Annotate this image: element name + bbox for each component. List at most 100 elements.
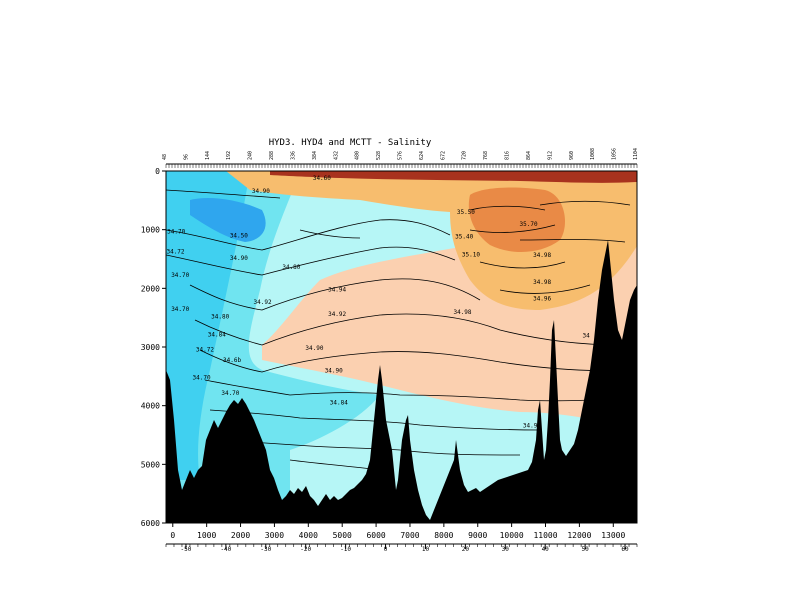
station-tick-label: 144 — [205, 151, 211, 160]
contour-label: 34.98 — [533, 252, 551, 259]
contour-label: 34.70 — [167, 228, 185, 235]
station-tick-label: 720 — [462, 151, 468, 160]
contour-label: 34.70 — [193, 375, 211, 382]
distance-tick-label: 3000 — [265, 531, 284, 540]
contour-label: 34.84 — [330, 400, 348, 407]
station-tick-label: 912 — [547, 151, 553, 160]
station-tick-label: 672 — [440, 151, 446, 160]
contour-label: 35.50 — [457, 209, 475, 216]
latitude-tick-label: 40 — [542, 546, 550, 553]
contour-label: 34.70 — [171, 306, 189, 313]
contour-label: 34.90 — [523, 423, 541, 430]
contour-label: 35.40 — [455, 234, 473, 241]
latitude-tick-label: 10 — [422, 546, 430, 553]
depth-tick-label: 5000 — [141, 460, 160, 469]
depth-tick-label: 0 — [155, 167, 160, 176]
contour-label: 34.90 — [325, 367, 343, 374]
station-tick-label: 1104 — [633, 148, 639, 160]
depth-tick-label: 2000 — [141, 284, 160, 293]
depth-tick-label: 3000 — [141, 343, 160, 352]
distance-tick-label: 11000 — [533, 531, 557, 540]
station-tick-label: 768 — [483, 151, 489, 160]
distance-tick-label: 12000 — [567, 531, 591, 540]
contour-labels: 34.60 34.90 34.70 34.50 34.72 34.90 34.80 34.70… — [166, 175, 590, 430]
distance-tick-label: 4000 — [299, 531, 318, 540]
station-tick-label: 384 — [312, 151, 318, 160]
contour-lines — [166, 189, 631, 471]
latitude-tick-label: -30 — [260, 546, 271, 553]
latitude-tick-label: 50 — [581, 546, 589, 553]
station-tick-label: 336 — [290, 151, 296, 160]
plot-area — [166, 171, 637, 523]
depth-axis: 0 1000 2000 3000 4000 5000 6000 — [141, 167, 166, 528]
distance-tick-label: 7000 — [400, 531, 419, 540]
depth-tick-label: 1000 — [141, 226, 160, 235]
station-axis: 48 96 144 192 240 288 336 384 432 480 528 576 624 672… — [162, 148, 639, 168]
station-tick-label: 960 — [569, 151, 575, 160]
contour-label: 34.98 — [533, 279, 551, 286]
depth-tick-label: 6000 — [141, 519, 160, 528]
distance-tick-label: 9000 — [468, 531, 487, 540]
contour-label: 34.80 — [211, 313, 229, 320]
distance-tick-label: 13000 — [601, 531, 625, 540]
latitude-tick-label: 30 — [502, 546, 510, 553]
distance-tick-label: 10000 — [500, 531, 524, 540]
chart-title: HYD3. HYD4 and MCTT - Salinity — [269, 138, 432, 148]
station-tick-label: 528 — [376, 151, 382, 160]
depth-tick-label: 4000 — [141, 402, 160, 411]
distance-tick-label: 2000 — [231, 531, 250, 540]
distance-tick-label: 8000 — [434, 531, 453, 540]
station-tick-label: 432 — [333, 151, 339, 160]
distance-tick-label: 5000 — [333, 531, 352, 540]
contour-label: 34.6b — [223, 357, 241, 364]
contour-label: 34.70 — [221, 390, 239, 397]
station-tick-label: 624 — [419, 151, 425, 160]
station-tick-label: 192 — [226, 151, 232, 160]
latitude-tick-label: -40 — [220, 546, 231, 553]
contour-label: 34.92 — [328, 311, 346, 318]
contour-label: 34 — [583, 332, 591, 339]
fill-band-below-34-60 — [190, 198, 266, 242]
contour-label: 34.80 — [282, 264, 300, 271]
distance-tick-label: 6000 — [366, 531, 385, 540]
station-tick-label: 288 — [269, 151, 275, 160]
contour-label: 35.10 — [462, 251, 480, 258]
contour-label: 34.72 — [196, 346, 214, 353]
latitude-tick-label: 60 — [621, 546, 629, 553]
station-tick-label: 816 — [505, 151, 511, 160]
fill-band-above-36-00 — [270, 171, 637, 183]
latitude-tick-label: 20 — [462, 546, 470, 553]
contour-label: 34.70 — [171, 272, 189, 279]
contour-label: 34.50 — [230, 233, 248, 240]
latitude-tick-label: 0 — [384, 546, 388, 553]
latitude-axis: -50 -40 -30 -20 -10 0 10 20 30 40 50 60 — [165, 543, 638, 553]
distance-tick-label: 0 — [170, 531, 175, 540]
distance-tick-label: 1000 — [197, 531, 216, 540]
contour-label: 34.96 — [533, 295, 551, 302]
station-tick-label: 96 — [183, 154, 189, 160]
fill-band-35-50-36-00 — [468, 187, 565, 252]
latitude-tick-label: -20 — [300, 546, 311, 553]
station-tick-label: 240 — [248, 151, 254, 160]
fill-band-34-60-34-70 — [166, 171, 250, 480]
distance-axis: 0 1000 2000 3000 4000 5000 6000 7000 8000 9000 100… — [166, 522, 637, 540]
station-tick-label: 864 — [526, 151, 532, 160]
contour-label: 35.70 — [520, 221, 538, 228]
station-tick-label: 48 — [162, 154, 168, 160]
contour-label: 34.60 — [313, 175, 331, 182]
station-tick-label: 1056 — [612, 148, 618, 160]
contour-label: 34.84 — [208, 332, 226, 339]
station-tick-label: 1008 — [590, 148, 596, 160]
contour-label: 34.98 — [453, 309, 471, 316]
contour-label: 34.90 — [230, 255, 248, 262]
latitude-tick-label: -50 — [181, 546, 192, 553]
station-tick-label: 480 — [355, 151, 361, 160]
contour-label: 34.72 — [166, 248, 184, 255]
contour-label: 34.90 — [305, 345, 323, 352]
contour-label: 34.90 — [252, 188, 270, 195]
station-tick-label: 576 — [398, 151, 404, 160]
contour-label: 34.94 — [328, 287, 346, 294]
bathymetry-seafloor — [166, 240, 637, 523]
contour-label: 34.92 — [254, 299, 272, 306]
